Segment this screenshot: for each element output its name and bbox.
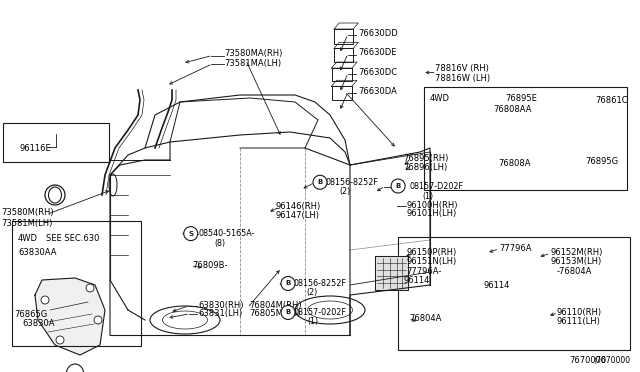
Text: 96100H(RH): 96100H(RH) [406,201,458,210]
Text: 08156-8252F: 08156-8252F [293,279,346,288]
Bar [424,87,627,190]
Text: 96146(RH): 96146(RH) [275,202,321,211]
Text: 63830A: 63830A [22,319,55,328]
Text: 96110(RH): 96110(RH) [557,308,602,317]
Text: 76630DA: 76630DA [358,87,397,96]
Text: 73581MA(LH): 73581MA(LH) [224,59,281,68]
Text: 76805M(LH): 76805M(LH) [250,309,301,318]
Text: 63830(RH): 63830(RH) [198,301,244,310]
Text: B: B [317,179,323,185]
Bar [334,29,353,44]
Text: (2): (2) [306,288,317,297]
Circle shape [184,227,198,241]
Text: 63831(LH): 63831(LH) [198,309,243,318]
Text: 76865G: 76865G [14,310,47,319]
Text: B: B [285,280,291,286]
Polygon shape [375,256,408,290]
Text: B: B [396,183,401,189]
Text: (1): (1) [422,192,433,201]
Text: 96150P(RH): 96150P(RH) [406,248,457,257]
Text: 73580MA(RH): 73580MA(RH) [224,49,282,58]
Bar [332,68,352,81]
Circle shape [56,336,64,344]
Text: 63830AA: 63830AA [18,248,56,257]
Text: SEE SEC.630: SEE SEC.630 [46,234,99,243]
Text: 08156-8252F: 08156-8252F [325,178,378,187]
Text: 76630DE: 76630DE [358,48,397,57]
Text: S: S [188,231,193,237]
Circle shape [94,316,102,324]
Text: 78816V (RH): 78816V (RH) [435,64,489,73]
Text: 76804M(RH): 76804M(RH) [250,301,302,310]
Text: 96101H(LH): 96101H(LH) [406,209,457,218]
Text: 96147(LH): 96147(LH) [275,211,319,219]
Text: 73580M(RH): 73580M(RH) [1,208,54,217]
Text: 08157-0202F: 08157-0202F [293,308,346,317]
Bar [332,86,352,100]
Text: 96152M(RH): 96152M(RH) [550,248,603,257]
Text: 4WD: 4WD [18,234,38,243]
Circle shape [41,296,49,304]
Text: 76895G: 76895G [586,157,619,166]
Bar [3,123,109,162]
Circle shape [86,284,94,292]
Text: 76630DC: 76630DC [358,68,397,77]
Text: 77796A-: 77796A- [406,267,442,276]
Text: 08157-D202F: 08157-D202F [410,182,463,191]
Text: (1): (1) [307,317,318,326]
Text: 4WD: 4WD [430,94,450,103]
Bar [398,237,630,350]
Text: 96111(LH): 96111(LH) [557,317,601,326]
Text: 76630DD: 76630DD [358,29,398,38]
Text: ⟨7670000: ⟨7670000 [593,356,630,365]
Bar [334,48,353,62]
Text: B: B [285,310,291,315]
Text: 7670000: 7670000 [570,356,607,365]
Text: 96153M(LH): 96153M(LH) [550,257,602,266]
Text: 76861C: 76861C [595,96,628,105]
Text: 76804A: 76804A [410,314,442,323]
Text: 96114: 96114 [403,276,429,285]
Text: 76896(LH): 76896(LH) [403,163,447,172]
Circle shape [281,276,295,291]
Text: 96151N(LH): 96151N(LH) [406,257,457,266]
Text: 76895E: 76895E [506,94,538,103]
Circle shape [391,179,405,193]
Text: (2): (2) [339,187,351,196]
Text: 76809B-: 76809B- [192,262,227,270]
Circle shape [45,185,65,205]
Text: (8): (8) [214,239,225,248]
Ellipse shape [66,364,84,372]
Text: 96116E: 96116E [19,144,51,153]
Bar [12,221,141,346]
Circle shape [313,175,327,189]
Circle shape [281,305,295,320]
Text: -76804A: -76804A [557,267,592,276]
Text: 78816W (LH): 78816W (LH) [435,74,490,83]
Ellipse shape [49,187,61,203]
Text: 76808AA: 76808AA [493,105,531,114]
Text: 76895(RH): 76895(RH) [403,154,449,163]
Text: 08540-5165A-: 08540-5165A- [198,229,255,238]
Polygon shape [35,278,105,355]
Text: 73581M(LH): 73581M(LH) [1,219,52,228]
Text: 77796A: 77796A [499,244,532,253]
Text: 76808A: 76808A [498,159,531,168]
Text: 96114: 96114 [483,281,509,290]
